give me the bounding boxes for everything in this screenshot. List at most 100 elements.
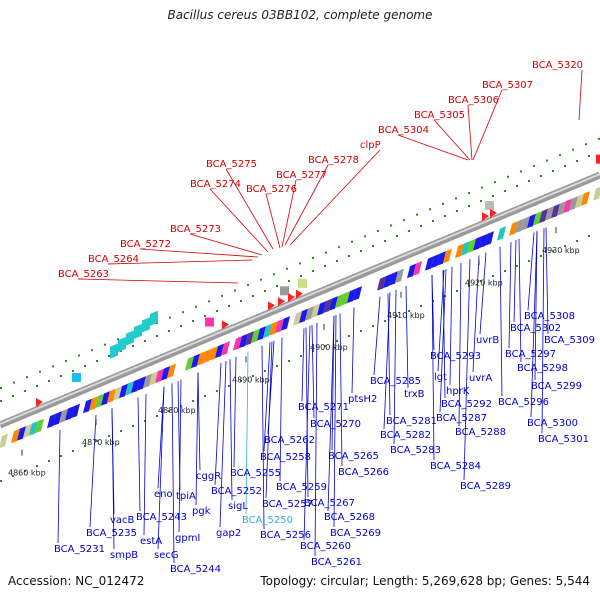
- guide-dot: [168, 410, 170, 412]
- leader-line: [289, 149, 381, 246]
- guide-dot: [264, 370, 266, 372]
- leader-line: [508, 242, 512, 349]
- guide-dot: [252, 295, 254, 297]
- gene-feature: [143, 373, 152, 389]
- gene-feature: [11, 428, 20, 444]
- leader-line: [301, 328, 305, 402]
- gene-label-bottom: BCA_5296: [498, 397, 549, 408]
- scale-tick-label: 4890 kbp: [232, 375, 270, 384]
- gene-feature: [443, 248, 452, 264]
- scale-tick-label: 4870 kbp: [82, 438, 120, 447]
- guide-dot: [96, 360, 98, 362]
- guide-dot: [564, 245, 566, 247]
- guide-dot: [264, 290, 266, 292]
- gene-feature: [413, 261, 422, 276]
- guide-dot: [312, 350, 314, 352]
- gene-label-bottom: hprK: [446, 386, 470, 397]
- leader-line: [431, 274, 435, 461]
- map-title: Bacillus cereus 03BB102, complete genome: [167, 8, 433, 22]
- leader-line: [373, 296, 381, 376]
- guide-dot: [494, 181, 496, 184]
- gene-feature: [23, 423, 32, 439]
- guide-dot: [552, 170, 554, 172]
- gene-feature: [149, 371, 158, 386]
- gene-feature: [461, 241, 470, 256]
- rna-feature: [490, 208, 497, 218]
- scale-tick-label: 4920 kbp: [465, 278, 503, 287]
- gene-label-bottom: secG: [154, 550, 179, 561]
- guide-dot: [325, 251, 327, 254]
- gene-feature: [251, 328, 260, 344]
- gene-feature: [205, 317, 214, 327]
- leader-line: [518, 238, 522, 363]
- leader-line: [233, 356, 237, 468]
- gene-feature: [209, 346, 218, 361]
- guide-dot: [420, 305, 422, 307]
- gene-feature: [263, 323, 272, 339]
- guide-dot: [180, 325, 182, 327]
- guide-dot: [168, 330, 170, 332]
- guide-dot: [336, 340, 338, 342]
- leader-line: [137, 397, 141, 512]
- guide-dot: [552, 250, 554, 252]
- gene-feature: [89, 396, 98, 411]
- gene-feature: [142, 317, 150, 333]
- guide-dot: [234, 289, 236, 292]
- guide-dot: [276, 285, 278, 287]
- leader-line: [314, 322, 318, 557]
- gene-label-bottom: BCA_5268: [324, 512, 375, 523]
- gene-label-bottom: vacB: [110, 515, 135, 526]
- gene-feature: [515, 218, 524, 234]
- leader-line: [578, 69, 583, 121]
- guide-dot: [520, 170, 522, 173]
- guide-dot: [504, 190, 506, 192]
- guide-dot: [338, 246, 340, 249]
- gene-label-bottom: BCA_5256: [260, 530, 311, 541]
- guide-dot: [390, 224, 392, 227]
- gene-label-bottom: BCA_5293: [430, 351, 481, 362]
- leader-line: [530, 231, 538, 418]
- gene-label-bottom: smpB: [110, 550, 138, 561]
- guide-dot: [60, 375, 62, 377]
- gene-feature: [281, 316, 290, 331]
- guide-dot: [384, 320, 386, 322]
- gene-feature: [299, 308, 308, 324]
- leader-line: [472, 89, 503, 161]
- guide-dot: [288, 360, 290, 362]
- guide-dot: [559, 154, 561, 157]
- leader-line: [229, 359, 233, 501]
- gene-feature: [521, 216, 530, 231]
- guide-dot: [468, 205, 470, 207]
- scale-tick-label: 4860 kbp: [8, 469, 46, 478]
- gene-feature: [125, 381, 134, 396]
- gene-label-bottom: BCA_5301: [538, 434, 589, 445]
- leader-line: [433, 119, 471, 161]
- gene-feature: [53, 411, 62, 426]
- leader-line: [214, 362, 222, 486]
- guide-dot: [455, 197, 457, 200]
- gene-feature: [126, 330, 134, 346]
- guide-dot: [299, 262, 301, 265]
- guide-dot: [416, 213, 418, 216]
- guide-dot: [120, 350, 122, 352]
- guide-dot: [585, 143, 587, 146]
- scale-tick-label: 4880 kbp: [158, 406, 196, 415]
- gene-feature: [533, 211, 542, 226]
- gene-feature: [0, 433, 8, 448]
- guide-dot: [360, 250, 362, 252]
- gene-feature: [65, 406, 74, 421]
- gene-feature: [467, 238, 476, 254]
- guide-dot: [132, 345, 134, 347]
- leader-line: [77, 278, 239, 284]
- guide-dot: [572, 148, 574, 151]
- guide-dot: [104, 343, 106, 346]
- gene-label-bottom: BCA_5262: [264, 435, 315, 446]
- gene-label-top: BCA_5307: [482, 80, 533, 91]
- guide-dot: [300, 275, 302, 277]
- gene-feature: [280, 286, 289, 296]
- gene-label-bottom: BCA_5266: [338, 467, 389, 478]
- gene-feature: [191, 353, 200, 369]
- guide-dot: [492, 195, 494, 197]
- leader-line: [397, 134, 469, 161]
